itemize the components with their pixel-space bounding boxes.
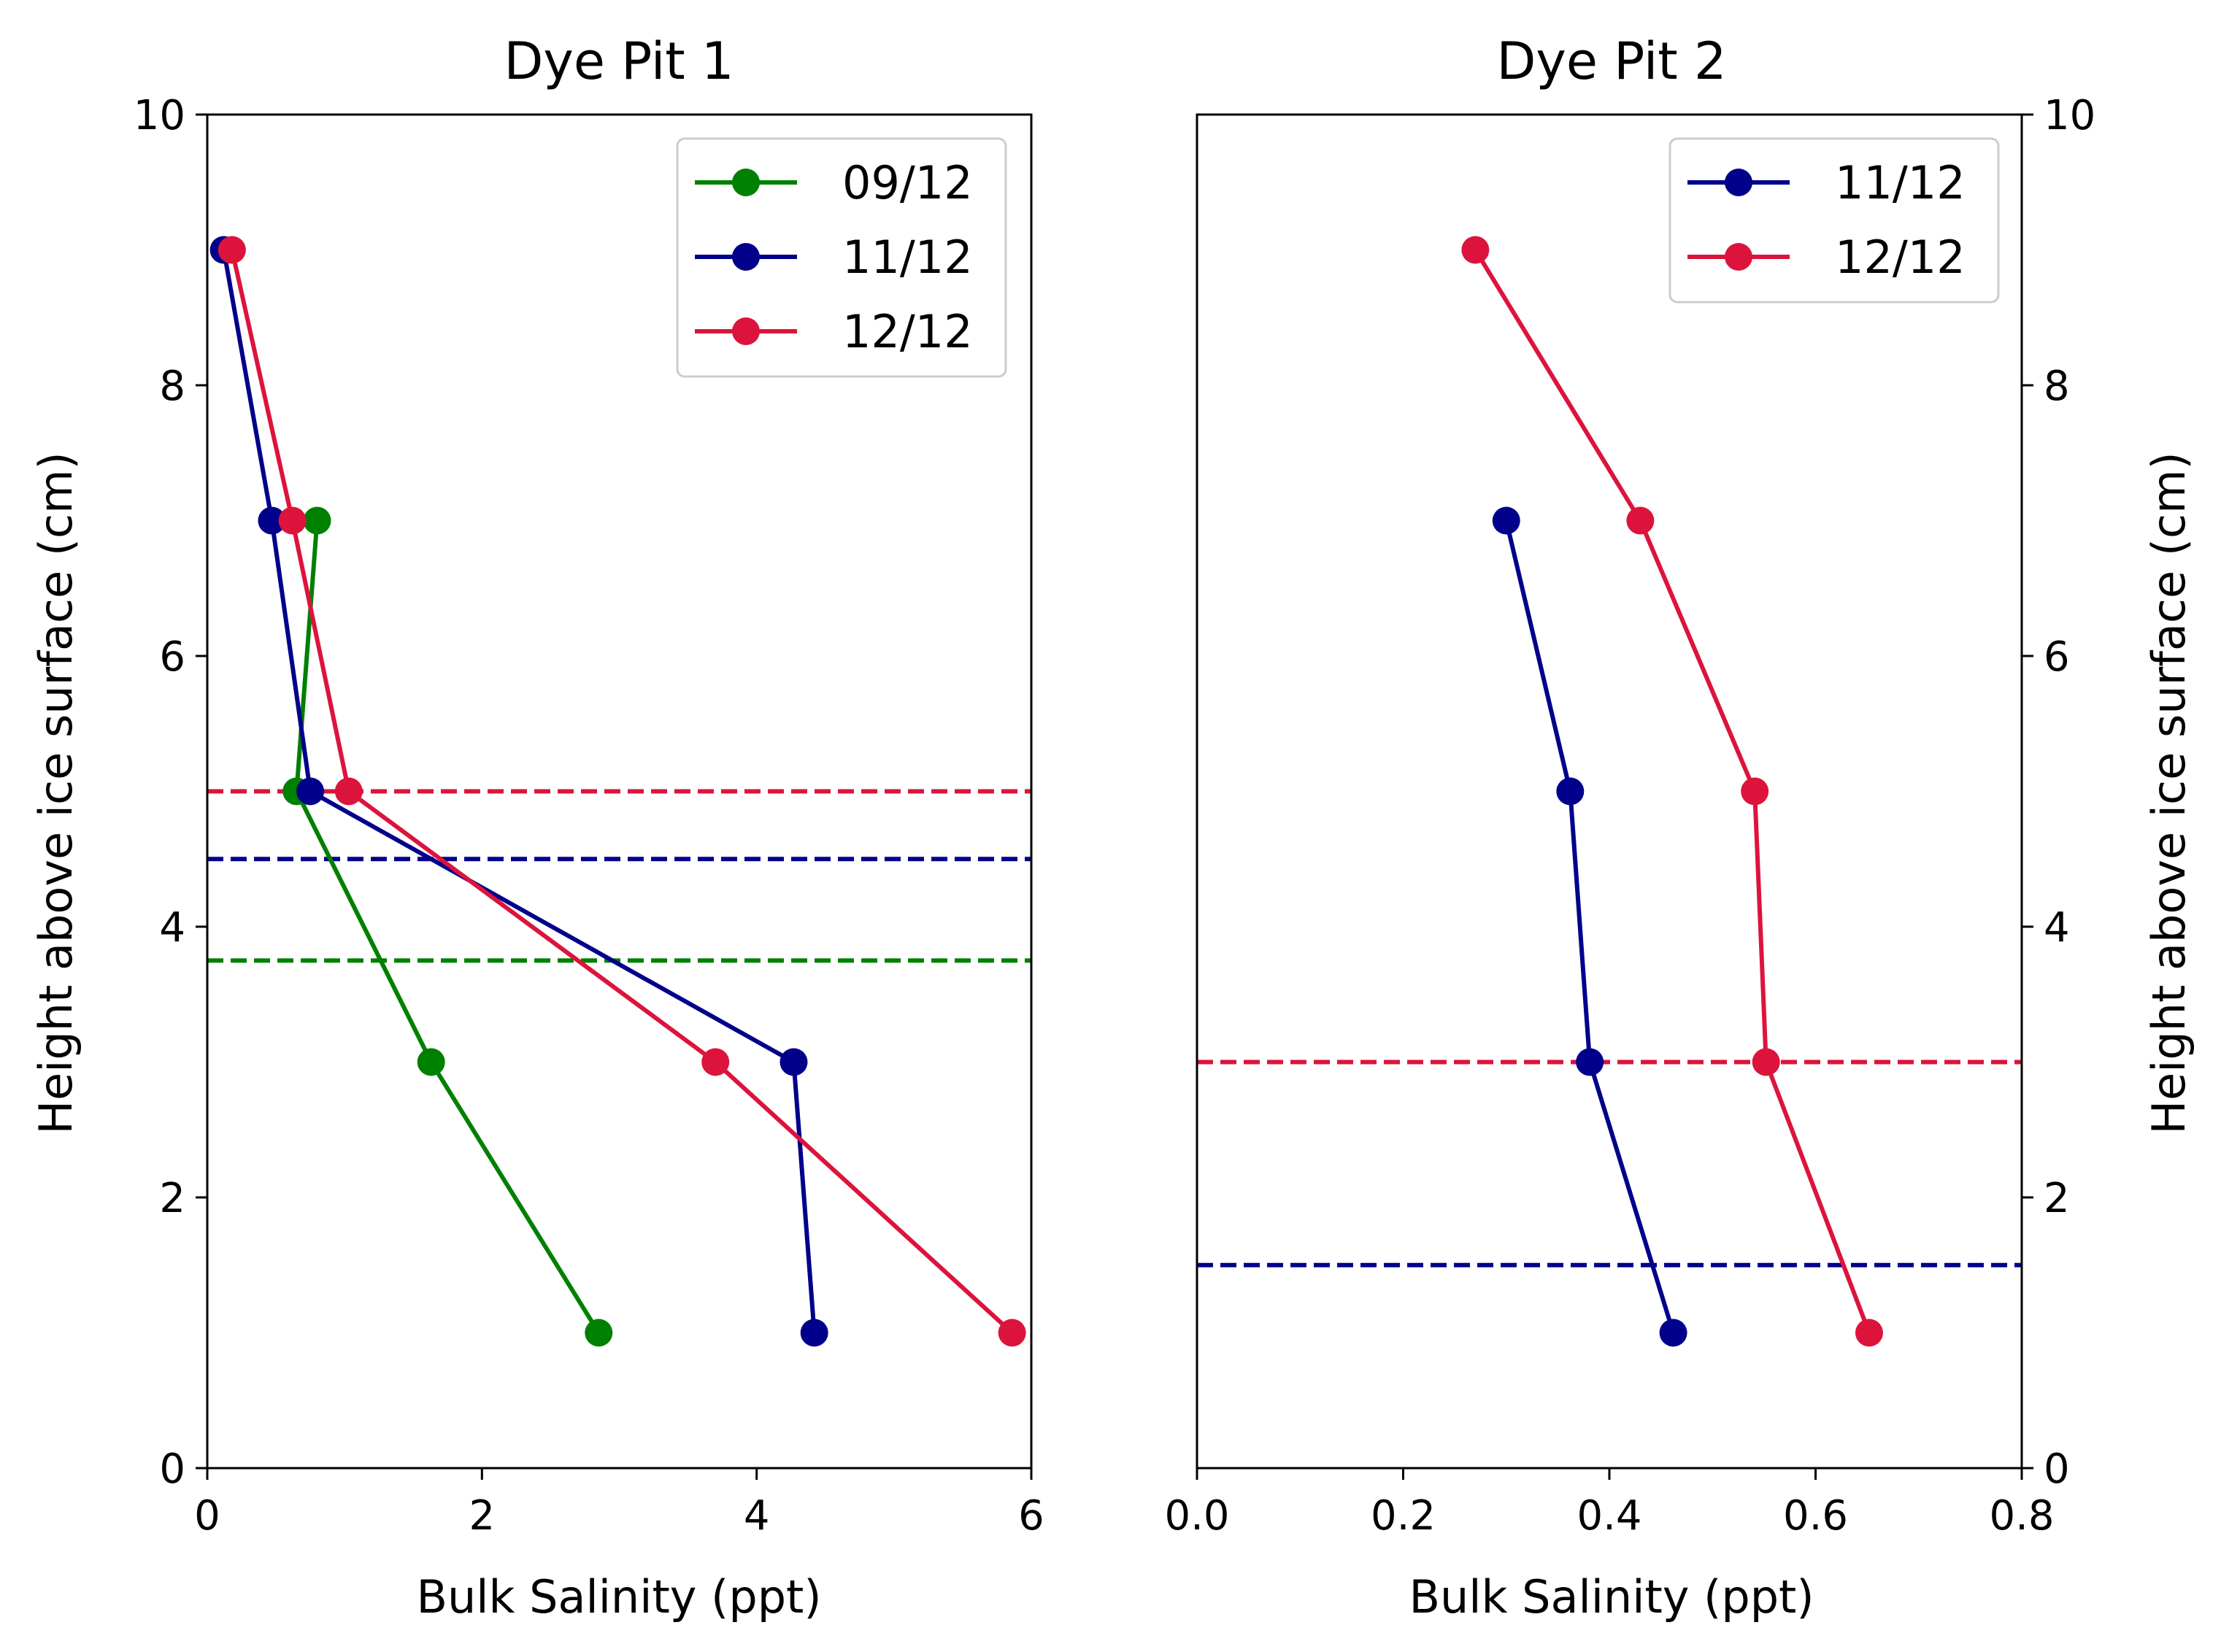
legend: 11/12 12/12: [1668, 137, 2000, 304]
legend-marker-12-12: [732, 317, 760, 345]
data-point-12-12-3: [1626, 506, 1655, 535]
data-point-12-12-2: [1741, 777, 1769, 806]
panel-2-title: Dye Pit 2: [1497, 31, 1727, 91]
data-point-09-12-1: [417, 1048, 445, 1076]
data-point-11-12-2: [296, 777, 325, 806]
panel-1-xlabel: Bulk Salinity (ppt): [416, 1570, 821, 1624]
panel-2-xlabel: Bulk Salinity (ppt): [1409, 1570, 1814, 1624]
legend-marker-12-12: [1725, 243, 1752, 271]
plot-frame: [206, 113, 1033, 1470]
x-tick-label-4: 0.8: [1989, 1492, 2054, 1540]
legend-marker-09-12: [732, 169, 760, 196]
y-tick-label-0: 0: [159, 1446, 185, 1493]
y-tick-label-1: 2: [159, 1175, 185, 1222]
y-tick-label-2: 4: [159, 904, 185, 952]
panel-dye-pit-2: Dye Pit 2 Bulk Salinity (ppt) Height abo…: [1164, 31, 2195, 1624]
series-line-11-12: [1504, 520, 1676, 1334]
data-point-09-12-3: [303, 506, 331, 535]
y-tick-label-5: 10: [134, 92, 185, 139]
legend-label-11-12: 11/12: [842, 231, 973, 284]
legend-marker-11-12: [732, 243, 760, 271]
x-tick-label-0: 0.0: [1164, 1492, 1229, 1540]
x-tick-label-2: 0.4: [1577, 1492, 1641, 1540]
y-tick-label-2: 4: [2044, 904, 2070, 952]
x-tick-label-3: 0.6: [1783, 1492, 1848, 1540]
legend-marker-11-12: [1725, 169, 1752, 196]
y-tick-label-4: 8: [2044, 363, 2070, 410]
data-point-11-12-0: [800, 1319, 828, 1347]
data-point-12-12-1: [701, 1048, 730, 1076]
panel-dye-pit-1: Dye Pit 1 Bulk Salinity (ppt) Height abo…: [29, 31, 1044, 1624]
data-point-11-12-3: [1492, 506, 1520, 535]
data-point-11-12-3: [258, 506, 286, 535]
panel-2-ylabel: Height above ice surface (cm): [2142, 452, 2195, 1134]
legend: 09/12 11/12 12/12: [676, 137, 1007, 378]
y-tick-label-3: 6: [159, 633, 185, 681]
series-line-09-12: [294, 520, 601, 1335]
panel-1-title: Dye Pit 1: [504, 31, 734, 91]
x-tick-label-1: 2: [469, 1492, 496, 1540]
y-tick-label-5: 10: [2044, 92, 2095, 139]
data-point-12-12-4: [1461, 236, 1490, 264]
y-tick-label-4: 8: [159, 363, 185, 410]
legend-label-11-12: 11/12: [1835, 156, 1966, 209]
data-point-11-12-2: [1556, 777, 1585, 806]
x-tick-label-3: 6: [1018, 1492, 1044, 1540]
data-point-11-12-1: [780, 1048, 808, 1076]
data-point-12-12-1: [1752, 1048, 1780, 1076]
data-point-09-12-0: [585, 1319, 613, 1347]
data-point-12-12-0: [1855, 1319, 1883, 1347]
data-point-12-12-2: [334, 777, 363, 806]
panel-1-ylabel: Height above ice surface (cm): [29, 452, 82, 1134]
data-point-12-12-3: [278, 506, 307, 535]
legend-box: [676, 137, 1007, 378]
data-point-12-12-0: [998, 1319, 1026, 1347]
x-tick-label-1: 0.2: [1371, 1492, 1436, 1540]
y-tick-label-3: 6: [2044, 633, 2070, 681]
data-point-11-12-1: [1576, 1048, 1604, 1076]
legend-label-09-12: 09/12: [842, 156, 973, 209]
legend-label-12-12: 12/12: [1835, 231, 1966, 284]
x-tick-label-0: 0: [194, 1492, 220, 1540]
legend-label-12-12: 12/12: [842, 305, 973, 358]
y-tick-label-0: 0: [2044, 1446, 2070, 1493]
x-tick-label-2: 4: [744, 1492, 770, 1540]
data-point-11-12-0: [1659, 1319, 1687, 1347]
data-point-12-12-4: [218, 236, 246, 264]
y-tick-label-1: 2: [2044, 1175, 2070, 1222]
